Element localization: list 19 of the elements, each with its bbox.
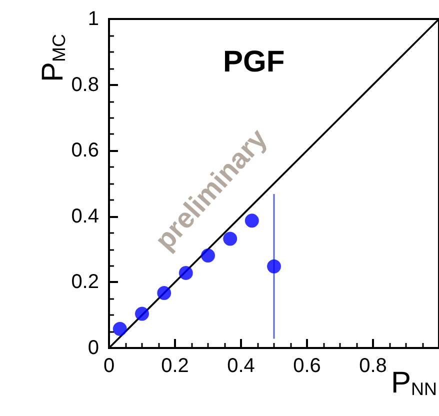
y-tick-label: 0.6 [71, 140, 99, 162]
y-axis-title: PMC [36, 34, 70, 82]
x-axis-title: PNN [390, 366, 437, 400]
y-tick-label: 0.8 [71, 74, 99, 96]
x-tick-label: 0.6 [293, 355, 321, 377]
x-tick-label: 0.8 [359, 355, 387, 377]
point [135, 306, 149, 321]
y-tick-label: 0.2 [71, 271, 99, 294]
x-tick-label: 0.2 [161, 355, 189, 377]
point [267, 259, 281, 274]
x-tick-label: 0 [103, 355, 115, 377]
y-tick-label: 0.4 [71, 205, 99, 228]
text: PGF [223, 46, 285, 78]
x-tick-label: 0.4 [227, 355, 255, 377]
y-tick-label: 0 [88, 337, 99, 359]
y-tick-label: 1 [88, 8, 99, 30]
point [112, 322, 127, 336]
point [178, 266, 193, 280]
point [157, 286, 172, 300]
